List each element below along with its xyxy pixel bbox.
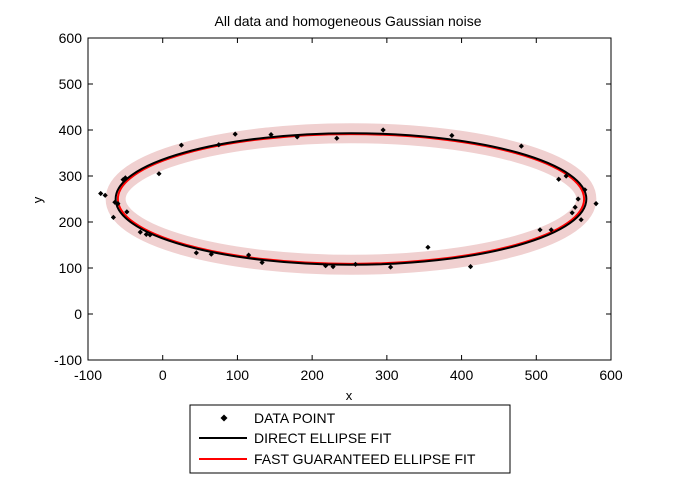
data-point [582, 187, 588, 193]
x-tick-label: 500 [525, 367, 549, 383]
y-tick-label: 300 [59, 168, 83, 184]
legend-marker-data-point [220, 414, 228, 422]
data-point [467, 264, 474, 270]
y-tick-label: 600 [59, 30, 83, 46]
x-tick-label: -100 [74, 367, 102, 383]
legend-label-data-point: DATA POINT [254, 410, 336, 426]
data-point [259, 259, 265, 266]
y-tick-label: 500 [59, 76, 83, 92]
data-point [246, 252, 252, 258]
fast-guaranteed-ellipse-fit [116, 133, 586, 265]
x-tick-label: 100 [226, 367, 250, 383]
data-point [294, 134, 300, 140]
y-tick-label: 400 [59, 122, 83, 138]
data-point [208, 251, 214, 257]
data-point [232, 131, 238, 137]
direct-ellipse-fit [114, 132, 588, 266]
data-point [569, 210, 575, 216]
x-axis-label: x [346, 388, 353, 403]
fit-curves [114, 132, 588, 266]
y-tick-label: -100 [54, 352, 82, 368]
data-point [115, 201, 121, 207]
data-point [322, 263, 329, 269]
y-tick-label: 0 [74, 306, 82, 322]
data-point [122, 175, 128, 181]
data-point [143, 231, 149, 238]
data-point [352, 261, 359, 267]
data-point [102, 192, 108, 198]
data-point [556, 176, 562, 182]
x-tick-label: 200 [300, 367, 324, 383]
data-point [575, 196, 581, 202]
data-point [537, 227, 543, 233]
data-point [268, 132, 274, 138]
data-point [193, 250, 199, 256]
data-point [518, 143, 524, 149]
x-tick-label: 300 [375, 367, 399, 383]
data-point [110, 214, 117, 220]
data-point [330, 264, 336, 270]
plot-frame [87, 37, 612, 361]
x-tick-label: 0 [159, 367, 167, 383]
x-tick-label: 600 [599, 367, 623, 383]
data-point [216, 142, 222, 148]
data-point [178, 142, 184, 148]
data-point [572, 204, 578, 210]
legend-label-fast-fit: FAST GUARANTEED ELLIPSE FIT [254, 451, 476, 467]
legend: DATA POINT DIRECT ELLIPSE FIT FAST GUARA… [189, 404, 511, 474]
x-axis-ticks: -100 0 100 200 300 400 500 600 [74, 38, 623, 383]
data-point [334, 135, 340, 141]
data-point [137, 229, 143, 235]
y-tick-label: 100 [59, 260, 83, 276]
data-point [387, 264, 394, 270]
data-point [156, 171, 162, 177]
data-point [147, 232, 153, 238]
data-point [563, 173, 569, 179]
y-axis-ticks: -100 0 100 200 300 400 500 600 [54, 30, 611, 368]
data-point [425, 244, 431, 250]
y-axis-label: y [30, 196, 45, 203]
data-point [593, 201, 599, 207]
data-point [380, 127, 386, 133]
y-tick-label: 200 [59, 214, 83, 230]
data-points [98, 127, 599, 270]
chart-title: All data and homogeneous Gaussian noise [215, 13, 482, 29]
data-point [98, 190, 104, 197]
data-point [578, 217, 584, 223]
data-point [124, 209, 130, 215]
x-tick-label: 400 [450, 367, 474, 383]
data-point [548, 227, 554, 233]
legend-label-direct-fit: DIRECT ELLIPSE FIT [254, 430, 392, 446]
data-point [449, 132, 455, 139]
